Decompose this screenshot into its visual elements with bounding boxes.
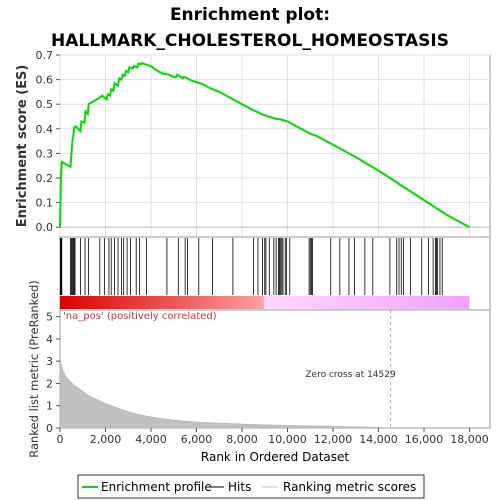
hits-panel: [59, 236, 491, 311]
metric-panel-frame: [59, 309, 491, 429]
es-gridlines: [59, 54, 490, 237]
hit-marks: [60, 238, 443, 295]
metric-panel: Zero cross at 14529 'na_pos' (positively…: [27, 280, 491, 458]
positive-correlation-label: 'na_pos' (positively correlated): [63, 311, 217, 322]
es-y-tick-label: 0.5: [36, 98, 54, 111]
legend-label-enrichment: Enrichment profile: [101, 480, 212, 494]
x-tick-label: 12,000: [314, 433, 353, 446]
metric-y-tick-label: 0: [46, 422, 53, 435]
metric-y-tick-label: 5: [46, 311, 53, 324]
x-axis-ticks: 0 2,000 4,000 6,000 8,000 10,000 12,000 14,000 1…: [57, 428, 489, 446]
x-tick-label: 6,000: [181, 433, 213, 446]
metric-y-tick-label: 1: [46, 400, 53, 413]
es-y-tick-label: 0.4: [36, 123, 54, 136]
es-y-tick-label: 0.3: [36, 147, 54, 160]
metric-y-axis-label: Ranked list metric (PreRanked): [27, 280, 41, 458]
chart-title: Enrichment plot:: [170, 5, 330, 25]
es-y-tick-label: 0.1: [36, 197, 54, 210]
x-tick-label: 2,000: [90, 433, 122, 446]
x-tick-label: 8,000: [226, 433, 258, 446]
es-panel: 0.0 0.1 0.2 0.3 0.4 0.5 0.6 0.7 Enrichment scor…: [15, 49, 491, 238]
es-panel-frame: [59, 54, 491, 238]
zero-cross-annotation: Zero cross at 14529: [305, 370, 396, 380]
metric-y-ticks: 0 1 2 3 4 5: [46, 311, 60, 435]
es-y-tick-label: 0.6: [36, 74, 54, 87]
x-tick-label: 16,000: [405, 433, 444, 446]
legend-box: [77, 474, 425, 499]
x-axis-label: Rank in Ordered Dataset: [201, 450, 349, 464]
es-y-tick-label: 0.0: [36, 221, 54, 234]
x-tick-label: 10,000: [268, 433, 307, 446]
ranking-metric-area: [59, 354, 391, 429]
enrichment-profile-line: [59, 61, 470, 229]
es-y-ticks: 0.0 0.1 0.2 0.3 0.4 0.5 0.6 0.7: [36, 49, 60, 234]
x-tick-label: 0: [57, 433, 64, 446]
legend: Enrichment profile Hits Ranking metric s…: [77, 474, 425, 499]
x-tick-label: 18,000: [450, 433, 489, 446]
x-tick-label: 14,000: [359, 433, 398, 446]
chart-subtitle: HALLMARK_CHOLESTEROL_HOMEOSTASIS: [51, 31, 449, 51]
es-y-tick-label: 0.7: [36, 49, 54, 62]
legend-label-metric: Ranking metric scores: [283, 480, 416, 494]
metric-y-tick-label: 2: [46, 377, 53, 390]
es-y-axis-label: Enrichment score (ES): [15, 65, 30, 228]
x-tick-label: 4,000: [135, 433, 167, 446]
metric-y-tick-label: 3: [46, 355, 53, 368]
rank-gradient-bar: [60, 296, 470, 309]
es-y-tick-label: 0.2: [36, 172, 54, 185]
metric-y-tick-label: 4: [46, 333, 53, 346]
legend-label-hits: Hits: [228, 480, 251, 494]
